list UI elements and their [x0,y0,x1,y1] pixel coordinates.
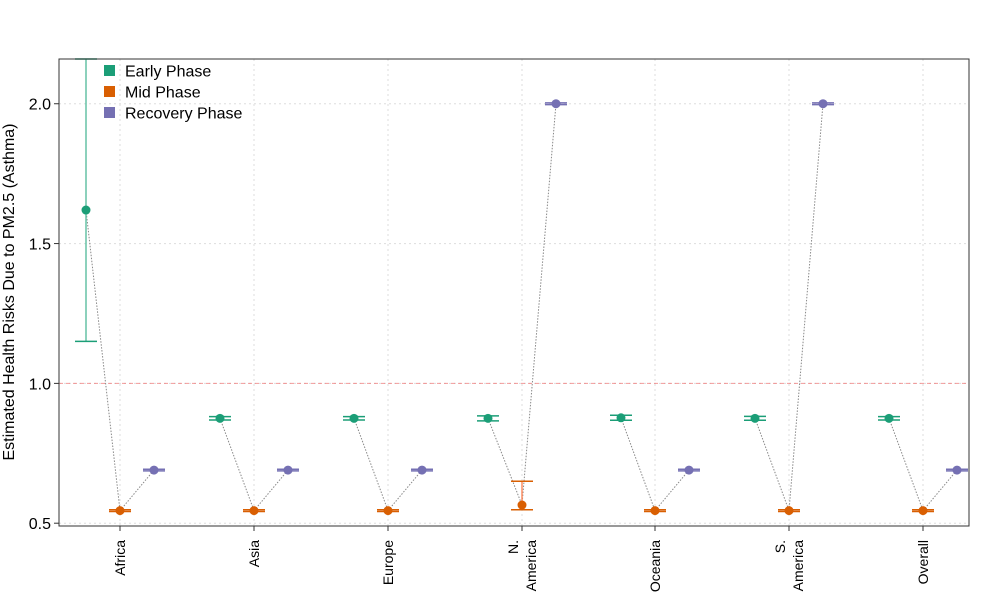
x-tick-label-line: Oceania [647,540,663,592]
x-tick-label: S. America [772,540,806,592]
connector-line [219,418,255,511]
data-point [483,413,493,423]
data-point [684,465,694,475]
x-tick-label-line: America [523,540,539,592]
x-tick-label-line: S. [772,540,788,553]
x-tick-label: Europe [380,540,396,585]
data-point [249,506,259,516]
legend-swatch [104,65,115,76]
data-point [115,506,125,516]
connector-line [922,469,958,511]
plot-frame [58,58,970,527]
grid [59,59,969,526]
legend: Early Phase Mid Phase Recovery Phase [104,64,242,123]
connector-line [654,469,690,511]
data-point [884,413,894,423]
data-point [149,465,159,475]
data-point [784,506,794,516]
connector-line [788,103,824,511]
legend-swatch [104,107,115,118]
x-tick-label: Africa [112,540,128,576]
data-point [417,465,427,475]
connector-line [253,469,289,511]
y-tick-label: 2.0 [29,97,51,114]
y-axis: 0.5 1.0 1.5 2.0 [29,97,59,533]
connector-line [754,418,790,511]
data-point [81,205,91,215]
data-point [616,413,626,423]
y-tick-label: 1.5 [29,237,51,254]
connector-line [353,418,389,511]
connector-line [521,103,557,506]
x-tick-label-line: Europe [380,540,396,585]
data-point [750,413,760,423]
data-point [283,465,293,475]
x-tick-label-line: Asia [246,540,262,567]
data-point [383,506,393,516]
y-axis-label: Estimated Health Risks Due to PM2.5 (Ast… [1,123,18,460]
x-tick-label-line: Africa [112,540,128,576]
data-point [918,506,928,516]
y-tick-label: 0.5 [29,516,51,533]
data-points [81,99,962,516]
legend-swatch [104,86,115,97]
connector-line [387,469,423,511]
connector-line [620,417,656,511]
x-tick-label: Oceania [647,540,663,592]
connector-line [888,418,924,511]
legend-label: Recovery Phase [125,106,242,123]
data-point [215,413,225,423]
data-point [551,99,561,109]
legend-label: Mid Phase [125,85,201,102]
connector-lines [85,103,958,511]
x-tick-label-line: N. [505,540,521,554]
data-point [952,465,962,475]
connector-line [119,469,155,511]
data-point [349,413,359,423]
data-point [517,500,527,510]
x-axis: Africa Asia Europe N. America Oceania S. Americ… [112,526,931,592]
data-point [650,506,660,516]
x-tick-label: N. America [505,540,539,592]
x-tick-label-line: Overall [915,540,931,584]
connector-line [487,418,523,506]
x-tick-label: Overall [915,540,931,584]
connector-line [85,209,121,511]
y-tick-label: 1.0 [29,376,51,393]
legend-label: Early Phase [125,64,211,81]
data-point [818,99,828,109]
x-tick-label-line: America [790,540,806,592]
x-tick-label: Asia [246,540,262,567]
